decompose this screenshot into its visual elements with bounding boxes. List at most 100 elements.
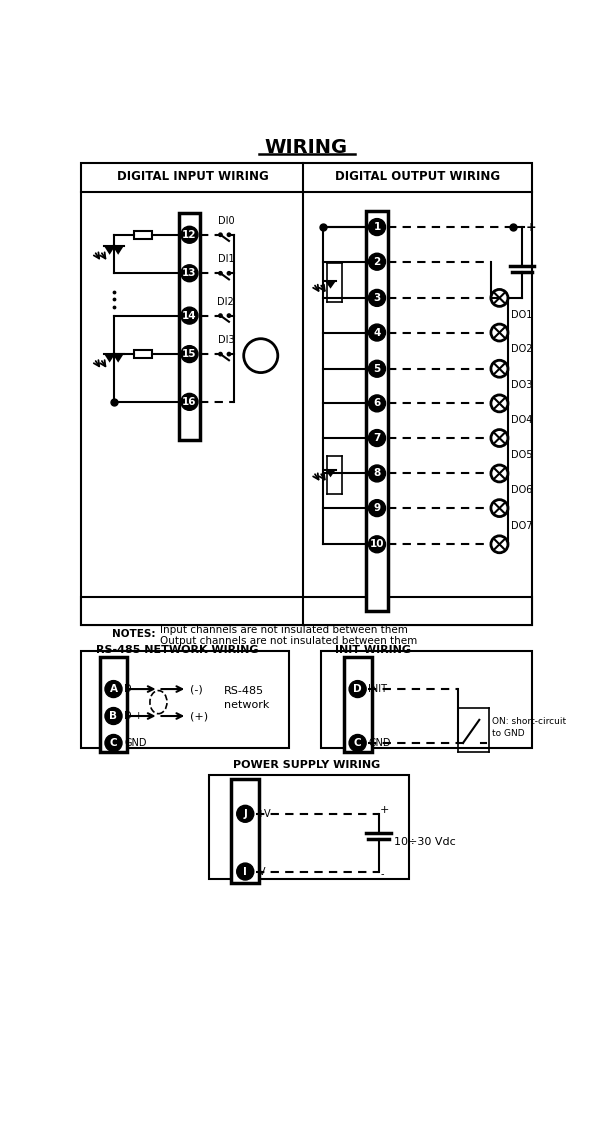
Circle shape [105, 681, 122, 698]
Text: 1: 1 [373, 222, 380, 232]
Polygon shape [104, 246, 115, 254]
Circle shape [181, 346, 198, 362]
Circle shape [227, 271, 231, 275]
Circle shape [219, 233, 222, 236]
Polygon shape [113, 246, 124, 254]
Circle shape [368, 253, 386, 270]
Bar [344, 657, 371, 753]
Text: (+): (+) [190, 711, 208, 721]
Polygon shape [325, 470, 336, 478]
Circle shape [368, 465, 386, 482]
Text: B: B [109, 711, 117, 721]
Circle shape [105, 707, 122, 724]
Bar [81, 163, 532, 625]
Bar [366, 211, 388, 612]
Polygon shape [325, 281, 336, 288]
Text: +: + [526, 220, 536, 234]
Text: A: A [109, 684, 117, 695]
Text: 10: 10 [370, 539, 385, 549]
Bar [81, 650, 289, 748]
Text: 8: 8 [373, 469, 380, 479]
Bar [321, 650, 532, 748]
Text: DIGITAL INPUT WIRING: DIGITAL INPUT WIRING [117, 170, 269, 183]
Text: DO3: DO3 [511, 380, 532, 390]
Ellipse shape [150, 690, 167, 714]
Bar [99, 657, 127, 753]
Bar [133, 351, 152, 358]
Text: 14: 14 [182, 311, 197, 320]
Bar [209, 775, 409, 880]
Circle shape [181, 394, 198, 411]
Text: (-): (-) [190, 684, 203, 695]
Circle shape [227, 314, 231, 318]
Text: POWER SUPPLY WIRING: POWER SUPPLY WIRING [233, 760, 380, 771]
Text: 13: 13 [182, 268, 197, 278]
Text: DI0: DI0 [218, 216, 234, 226]
Text: 5: 5 [373, 363, 380, 373]
Text: C: C [354, 738, 361, 748]
Text: DO6: DO6 [511, 485, 532, 495]
Text: RS-485
network: RS-485 network [224, 687, 270, 711]
Text: DO1: DO1 [511, 310, 532, 320]
Circle shape [181, 226, 198, 243]
Text: 15: 15 [182, 350, 197, 359]
Circle shape [349, 734, 366, 751]
Text: +V: +V [256, 809, 271, 818]
Text: ON: short-circuit
to GND: ON: short-circuit to GND [492, 717, 566, 738]
Circle shape [237, 806, 254, 822]
Circle shape [227, 233, 231, 236]
Text: NOTES:: NOTES: [112, 629, 155, 639]
Text: DI1: DI1 [218, 254, 234, 264]
Text: 6: 6 [373, 398, 380, 409]
Text: 10÷30 Vdc: 10÷30 Vdc [394, 836, 456, 847]
Text: DO7: DO7 [511, 521, 533, 531]
Bar [179, 213, 200, 440]
Bar [81, 597, 532, 625]
Circle shape [227, 352, 231, 355]
Text: C: C [109, 738, 117, 748]
Circle shape [219, 271, 222, 275]
Text: D +: D + [124, 711, 143, 721]
Text: I: I [243, 866, 247, 876]
Text: +: + [380, 805, 389, 815]
Circle shape [219, 352, 222, 355]
Text: 12: 12 [182, 229, 197, 239]
Text: Input channels are not insulated between them: Input channels are not insulated between… [160, 624, 408, 634]
Text: GND: GND [124, 738, 147, 748]
Circle shape [368, 395, 386, 412]
Text: 16: 16 [182, 397, 197, 406]
Text: DO4: DO4 [511, 414, 532, 424]
Circle shape [368, 219, 386, 236]
Text: -: - [380, 869, 383, 878]
Circle shape [105, 734, 122, 751]
Text: GND: GND [368, 738, 391, 748]
Circle shape [349, 681, 366, 698]
Circle shape [181, 308, 198, 325]
Circle shape [219, 314, 222, 318]
Text: 9: 9 [373, 503, 380, 513]
Circle shape [237, 863, 254, 880]
Text: DI3: DI3 [218, 335, 234, 345]
Text: Output channels are not insulated between them: Output channels are not insulated betwee… [160, 637, 417, 646]
Text: 2: 2 [373, 257, 380, 267]
Text: D: D [353, 684, 362, 695]
Text: D -: D - [124, 684, 139, 695]
Circle shape [181, 264, 198, 281]
Text: WIRING: WIRING [265, 138, 348, 158]
Polygon shape [104, 354, 115, 362]
Circle shape [368, 429, 386, 446]
Circle shape [368, 325, 386, 340]
Text: RS-485 NETWORK WIRING: RS-485 NETWORK WIRING [96, 645, 259, 655]
Text: DIGITAL OUTPUT WIRING: DIGITAL OUTPUT WIRING [335, 170, 500, 183]
Text: 3: 3 [373, 293, 380, 303]
Circle shape [368, 499, 386, 516]
Text: 4: 4 [373, 328, 381, 337]
Circle shape [368, 289, 386, 306]
Text: -V: -V [256, 866, 266, 876]
Circle shape [368, 536, 386, 553]
Text: INIT: INIT [368, 684, 388, 695]
Text: J: J [243, 809, 247, 818]
Circle shape [368, 360, 386, 377]
Bar [231, 779, 259, 883]
Text: DO2: DO2 [511, 345, 533, 354]
